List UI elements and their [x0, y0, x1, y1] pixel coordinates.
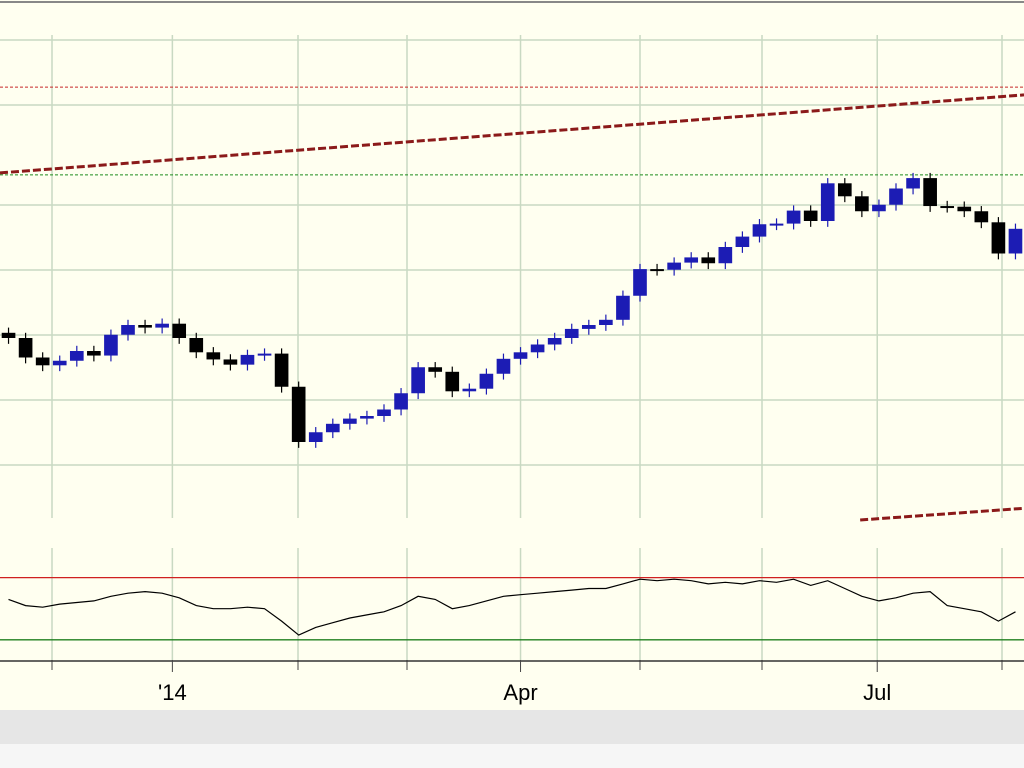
x-tick-label: '14	[158, 680, 187, 705]
candle-body	[274, 353, 289, 387]
candle-body	[308, 432, 323, 442]
candle-body	[974, 211, 989, 223]
oscillator-line	[8, 578, 1016, 636]
status-bar	[0, 710, 1024, 744]
candle-body	[837, 183, 852, 197]
candle-body	[991, 222, 1006, 254]
candle-body	[377, 409, 391, 416]
candle-body	[650, 269, 664, 272]
candle-body	[957, 206, 972, 212]
candle-body	[1008, 228, 1023, 254]
candle-body	[343, 418, 357, 424]
candle-body	[462, 388, 477, 392]
candle-body	[530, 344, 545, 353]
candle-body	[855, 196, 869, 212]
candle-body	[684, 257, 699, 263]
candle-body	[52, 360, 67, 366]
grid	[0, 35, 1024, 670]
candle-body	[718, 247, 733, 264]
candle-body	[786, 210, 801, 224]
candle-body	[121, 325, 135, 335]
candle-body	[496, 358, 511, 374]
candle-body	[889, 188, 903, 205]
candle-body	[325, 423, 340, 433]
candle-body	[360, 416, 374, 419]
candle-body	[923, 178, 937, 207]
candle-body	[820, 183, 835, 221]
plot-background	[0, 0, 1024, 710]
candle-body	[547, 338, 562, 345]
candle-body	[257, 353, 272, 356]
candle-body	[735, 236, 750, 247]
candle-body	[701, 257, 716, 264]
candle-body	[769, 223, 784, 226]
x-tick-label: Apr	[503, 680, 537, 705]
footer	[0, 744, 1024, 768]
candle-body	[599, 319, 613, 325]
candle-body	[872, 204, 886, 212]
candle-body	[564, 328, 579, 338]
candle-body	[138, 325, 152, 328]
candle-body	[616, 295, 630, 320]
candle-body	[1, 332, 16, 338]
candle-body	[223, 359, 238, 365]
candle-body	[18, 338, 33, 358]
candle-body	[428, 367, 443, 372]
candle-body	[155, 323, 169, 328]
candle-body	[35, 357, 50, 366]
candle-body	[513, 352, 528, 359]
candle-body	[411, 367, 425, 394]
candle-body	[803, 210, 818, 221]
candle-body	[906, 178, 920, 189]
candle-body	[752, 224, 767, 237]
candle-body	[172, 323, 187, 338]
candle-body	[69, 351, 84, 361]
candle-body	[104, 334, 118, 356]
candle-body	[206, 352, 221, 360]
candle-body	[394, 393, 408, 410]
candle-body	[445, 371, 460, 392]
candle-body	[189, 338, 204, 353]
trend-line	[0, 93, 1024, 175]
candle-body	[940, 206, 955, 209]
candle-body	[479, 373, 494, 389]
candle-body	[633, 269, 647, 296]
candle-body	[581, 325, 596, 329]
candle-body	[667, 262, 681, 270]
trend-line	[860, 506, 1024, 522]
x-tick-label: Jul	[863, 680, 891, 705]
candle-body	[291, 386, 306, 442]
candle-body	[87, 351, 101, 356]
candle-body	[240, 354, 255, 365]
